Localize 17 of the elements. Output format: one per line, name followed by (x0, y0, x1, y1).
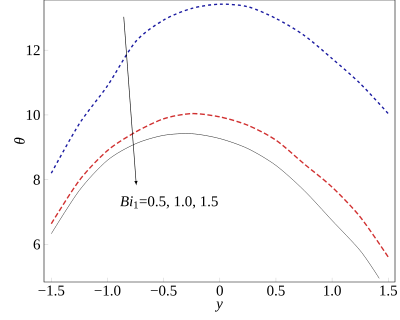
x-tick-label: −1.5 (38, 286, 64, 296)
x-tick-label: 1.0 (324, 286, 341, 296)
line-series (50, 3, 389, 174)
x-tick-label: 1.5 (380, 286, 398, 296)
y-tick-label: 12 (26, 45, 40, 56)
line-series (51, 133, 380, 279)
line-series (50, 112, 389, 258)
x-axis-title: y (214, 302, 223, 312)
y-tick-label: 6 (34, 239, 40, 250)
x-tick-label: −0.5 (150, 286, 177, 296)
y-axis-title: θ (14, 138, 25, 144)
y-tick-label: 8 (34, 174, 40, 185)
annotation: Bi$_{1}$=0.5, 1.0, 1.5 (120, 196, 218, 208)
x-tick-label: 0 (216, 286, 223, 296)
x-tick-label: −1.0 (94, 286, 120, 296)
y-tick-label: 10 (26, 110, 40, 120)
x-tick-label: 0.5 (267, 286, 285, 296)
